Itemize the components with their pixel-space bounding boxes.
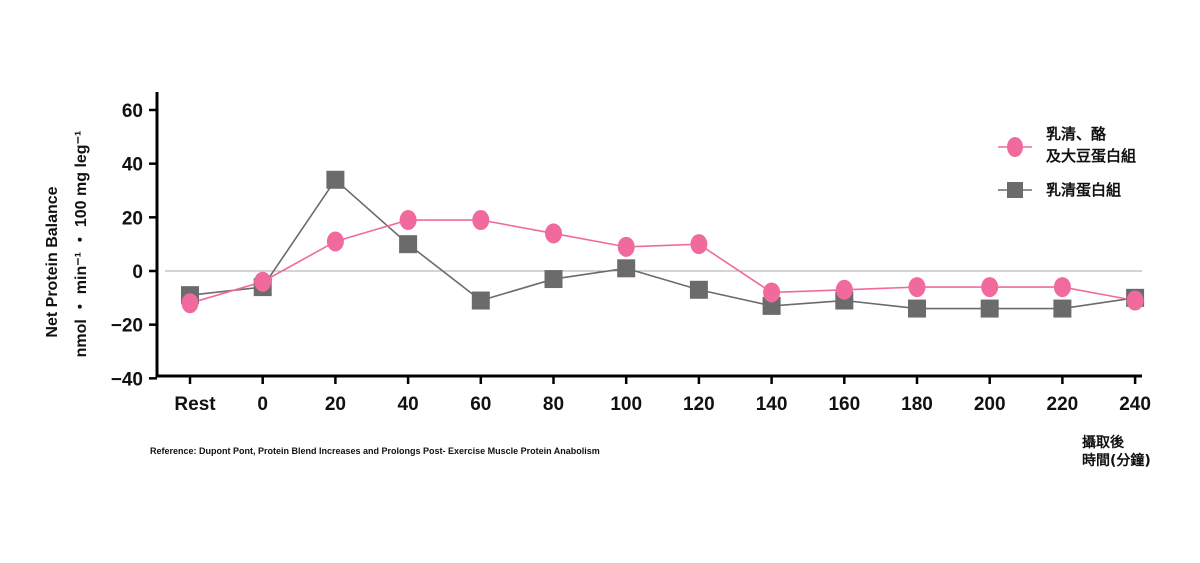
data-point-blend [1126,290,1144,311]
data-point-whey [617,259,636,278]
data-point-whey [326,170,345,189]
y-tick-label: −40 [111,369,143,390]
data-point-blend [1053,277,1071,298]
data-point-whey [544,270,563,289]
x-tick-label: 100 [610,394,642,415]
data-point-blend [908,277,926,298]
y-axis-label: Net Protein Balance nmol ・ min⁻¹ ・ 100 m… [44,131,90,358]
reference-note: Reference: Dupont Pont, Protein Blend In… [150,446,600,456]
legend-marker-blend [1007,137,1023,157]
series-line-blend [189,219,1136,304]
data-point-blend [763,282,781,303]
data-point-blend [181,293,199,314]
x-tick-label: 40 [398,394,419,415]
data-point-blend [690,234,708,255]
x-tick-label: 180 [901,394,933,415]
data-point-whey [689,280,708,299]
x-tick-label: 60 [470,394,491,415]
x-axis-unit-line1: 攝取後 [1082,435,1124,451]
x-tick-label: 140 [756,394,788,415]
x-ticks: Rest 0 20 40 60 80 100 120 140 160 180 200 220 240 [174,376,1151,415]
x-tick-label: 240 [1119,394,1151,415]
data-point-whey [471,291,490,310]
axes [155,92,1142,378]
data-point-blend [545,223,562,244]
y-tick-label: 60 [122,101,143,122]
data-point-whey [908,299,926,318]
series-line-whey [189,178,1136,310]
data-point-blend [472,210,490,231]
data-point-blend [981,277,999,298]
data-point-blend [835,279,853,300]
data-point-whey [1053,299,1072,318]
legend: 乳清、酪 及大豆蛋白組 乳清蛋白組 [998,125,1136,199]
x-tick-label: 0 [257,394,268,415]
y-tick-label: 0 [132,262,143,283]
x-axis-unit-label: 攝取後 時間(分鐘) [1082,434,1151,470]
data-point-blend [617,236,635,257]
series-group [181,170,1145,318]
data-point-whey [762,296,781,315]
x-tick-label: Rest [174,394,216,415]
data-point-blend [326,231,344,252]
legend-label-blend-line1: 乳清、酪 [1046,125,1107,143]
x-tick-label: 80 [543,394,564,415]
legend-label-whey: 乳清蛋白組 [1046,181,1121,199]
legend-marker-whey [1007,182,1023,198]
data-point-blend [399,210,417,231]
y-tick-label: −20 [111,316,143,337]
y-axis-label-line1: Net Protein Balance [44,186,61,337]
x-tick-label: 160 [828,394,860,415]
y-axis-label-line2: nmol ・ min⁻¹ ・ 100 mg leg⁻¹ [73,131,90,358]
x-tick-label: 120 [683,394,715,415]
x-tick-label: 200 [974,394,1006,415]
data-point-whey [980,299,999,318]
data-point-blend [254,271,272,292]
data-point-whey [399,235,418,254]
x-tick-label: 20 [325,394,346,415]
x-axis-unit-line2: 時間(分鐘) [1082,453,1151,469]
y-tick-label: 20 [122,208,143,229]
y-tick-label: 40 [122,155,143,176]
legend-label-blend-line2: 及大豆蛋白組 [1046,147,1136,165]
x-tick-label: 220 [1047,394,1079,415]
y-ticks: 60 40 20 0 −20 −40 [111,101,157,390]
